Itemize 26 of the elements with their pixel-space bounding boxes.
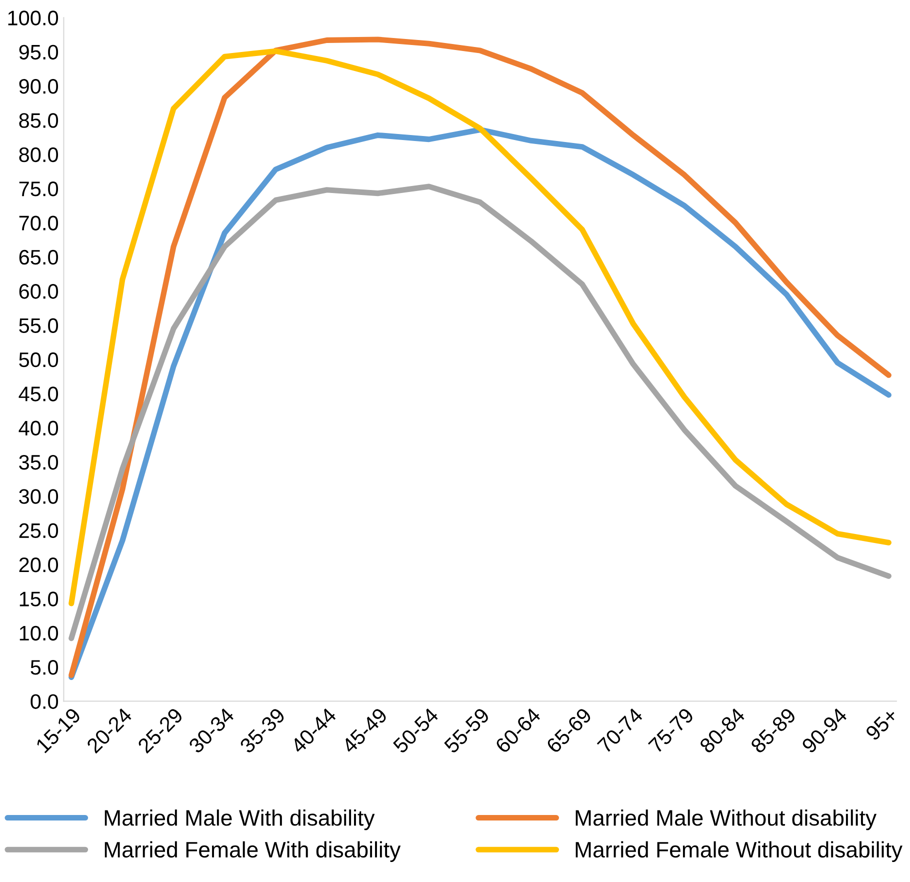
y-tick-label: 30.0 — [19, 489, 58, 504]
y-tick-label: 45.0 — [18, 386, 58, 402]
y-tick-label: 25.0 — [19, 523, 58, 538]
y-tick-label: 15.0 — [20, 592, 58, 606]
y-tick-label: 55.0 — [19, 318, 58, 333]
y-tick-label: 35.0 — [19, 454, 58, 470]
y-tick-label: 80.0 — [19, 147, 58, 162]
y-tick-label: 95.0 — [19, 44, 58, 60]
y-tick-label: 60.0 — [19, 284, 58, 299]
legend-label: Married Female With disability — [104, 841, 401, 862]
legend-label: Married Female Without disability — [576, 841, 902, 862]
y-tick-label: 0.0 — [30, 694, 58, 709]
x-tick-label: 95+ — [864, 707, 899, 742]
y-tick-label: 5.0 — [30, 660, 58, 675]
y-tick-label: 70.0 — [19, 216, 58, 230]
y-tick-label: 50.0 — [19, 352, 58, 368]
y-tick-label: 90.0 — [19, 78, 58, 94]
y-tick-label: 10.0 — [20, 626, 58, 641]
y-tick-label: 100.0 — [8, 10, 58, 26]
y-tick-label: 65.0 — [19, 250, 58, 265]
legend-label: Married Male With disability — [104, 809, 375, 830]
y-tick-label: 85.0 — [19, 113, 58, 128]
legend-label: Married Male Without disability — [576, 809, 877, 830]
y-tick-label: 75.0 — [19, 182, 58, 196]
y-tick-label: 40.0 — [18, 420, 58, 436]
y-tick-label: 20.0 — [19, 557, 58, 572]
